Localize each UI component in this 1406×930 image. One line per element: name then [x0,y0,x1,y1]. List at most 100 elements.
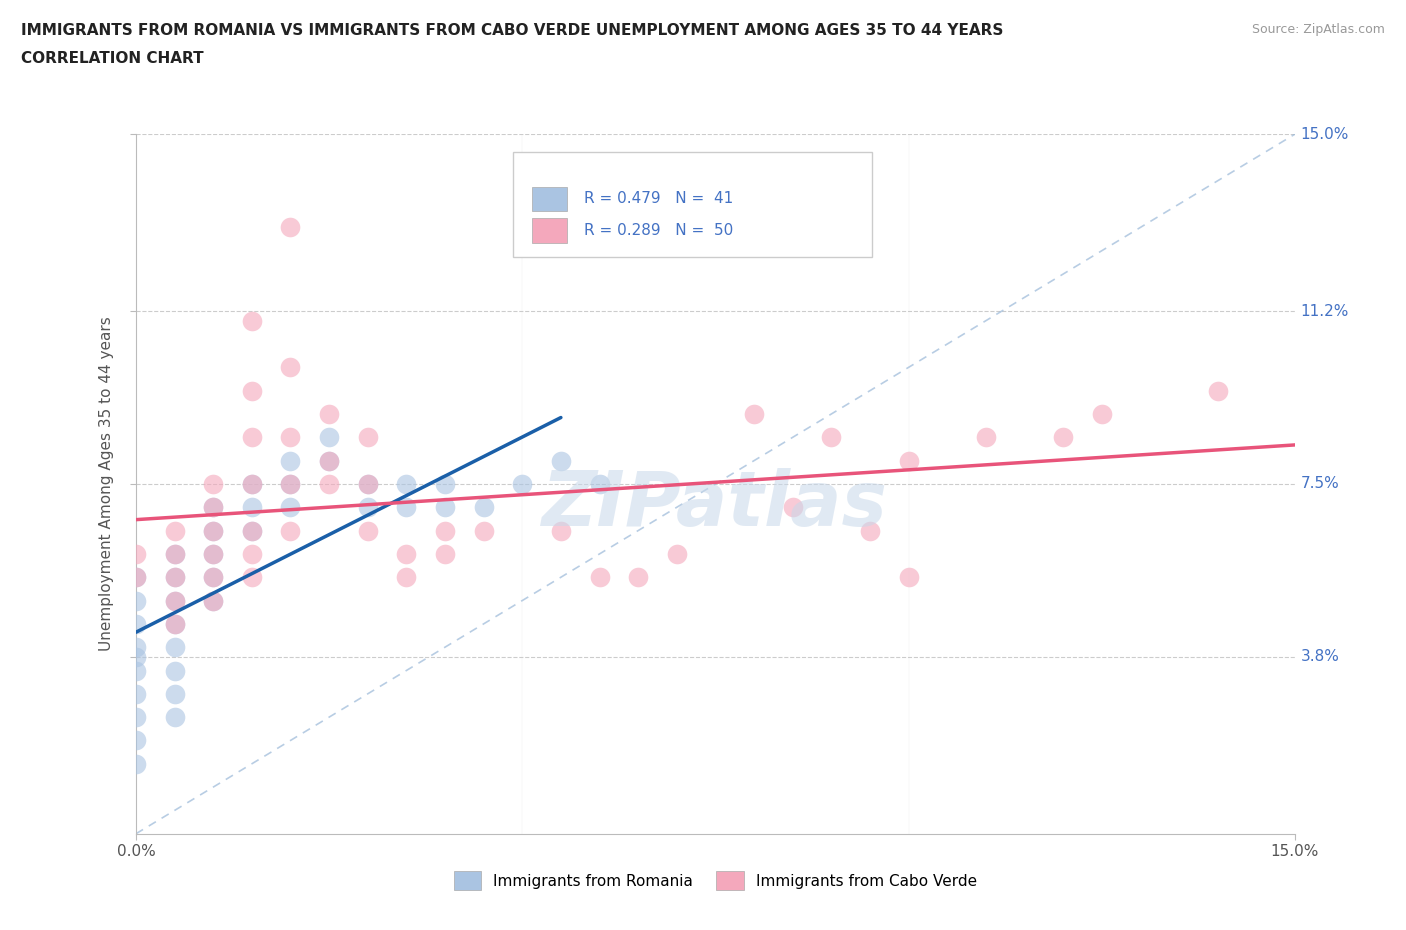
Point [318,453,340,468]
Point [550,524,572,538]
Text: R = 0.289   N =  50: R = 0.289 N = 50 [585,223,734,238]
Point [202,570,225,585]
Point [163,686,186,701]
Point [357,476,380,491]
Point [433,499,456,514]
Point [433,547,456,562]
Point [125,686,148,701]
Text: R = 0.479   N =  41: R = 0.479 N = 41 [585,192,734,206]
Point [240,476,263,491]
Text: 7.5%: 7.5% [1301,476,1340,491]
Point [665,547,688,562]
Point [163,524,186,538]
Point [510,476,533,491]
Point [125,640,148,655]
Point [318,430,340,445]
Point [395,476,418,491]
Point [202,499,225,514]
Point [395,570,418,585]
Point [433,476,456,491]
Point [1091,406,1114,421]
Point [202,524,225,538]
Point [280,360,302,375]
Point [627,570,650,585]
Point [1052,430,1074,445]
Point [357,476,380,491]
Point [240,430,263,445]
Point [472,524,495,538]
Point [163,547,186,562]
Text: 11.2%: 11.2% [1301,304,1350,319]
Point [395,499,418,514]
Point [897,453,920,468]
Point [395,547,418,562]
Point [357,524,380,538]
Point [240,570,263,585]
Point [588,476,610,491]
Point [240,524,263,538]
Point [163,593,186,608]
Point [163,640,186,655]
Point [163,570,186,585]
Point [859,524,882,538]
Point [163,617,186,631]
Point [240,524,263,538]
Point [280,499,302,514]
Point [163,570,186,585]
Point [163,710,186,724]
Point [202,547,225,562]
FancyBboxPatch shape [533,187,567,211]
Y-axis label: Unemployment Among Ages 35 to 44 years: Unemployment Among Ages 35 to 44 years [100,316,114,651]
Point [240,476,263,491]
Text: 3.8%: 3.8% [1301,649,1340,664]
FancyBboxPatch shape [533,218,567,243]
Point [240,383,263,398]
Point [163,663,186,678]
Point [318,476,340,491]
Point [782,499,804,514]
Point [163,617,186,631]
Point [125,570,148,585]
Point [202,524,225,538]
Point [357,430,380,445]
Point [125,593,148,608]
Point [240,313,263,328]
Point [318,453,340,468]
Point [280,430,302,445]
Point [125,570,148,585]
Point [280,476,302,491]
FancyBboxPatch shape [513,152,872,257]
Legend: Immigrants from Romania, Immigrants from Cabo Verde: Immigrants from Romania, Immigrants from… [447,865,983,897]
Point [125,649,148,664]
Text: CORRELATION CHART: CORRELATION CHART [21,51,204,66]
Text: ZIPatlas: ZIPatlas [543,468,889,542]
Point [550,453,572,468]
Point [125,710,148,724]
Point [202,570,225,585]
Point [433,524,456,538]
Point [974,430,997,445]
Point [280,453,302,468]
Point [240,547,263,562]
Text: 15.0%: 15.0% [1301,126,1350,141]
Point [125,733,148,748]
Point [202,593,225,608]
Point [202,476,225,491]
Point [163,593,186,608]
Point [318,406,340,421]
Point [897,570,920,585]
Point [202,499,225,514]
Point [280,220,302,235]
Text: IMMIGRANTS FROM ROMANIA VS IMMIGRANTS FROM CABO VERDE UNEMPLOYMENT AMONG AGES 35: IMMIGRANTS FROM ROMANIA VS IMMIGRANTS FR… [21,23,1004,38]
Point [588,570,610,585]
Point [1206,383,1229,398]
Point [125,547,148,562]
Point [240,499,263,514]
Point [280,476,302,491]
Point [820,430,842,445]
Point [125,617,148,631]
Point [357,499,380,514]
Point [742,406,765,421]
Point [202,547,225,562]
Point [125,663,148,678]
